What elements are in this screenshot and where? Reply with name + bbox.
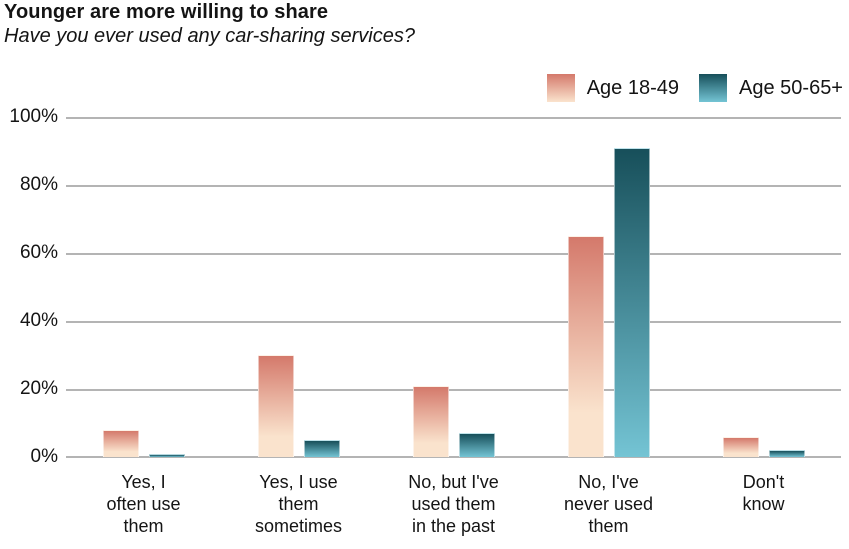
legend-item-age-50-65: Age 50-65+ [699, 74, 843, 102]
bar-age-50-65-dont-know [768, 450, 805, 457]
bar-group-never-used [531, 117, 686, 457]
bar-age-18-49-yes-sometimes [257, 355, 294, 457]
bar-age-18-49-never-used [567, 236, 604, 457]
bar-group-yes-often [66, 117, 221, 457]
x-label-used-in-past: No, but I've used them in the past [408, 472, 499, 536]
gridline-40 [66, 321, 841, 323]
legend-label-age-50-65: Age 50-65+ [739, 76, 843, 99]
legend-swatch-age-50-65-icon [699, 74, 728, 102]
x-axis-category-labels: Yes, I often use them Yes, I use them so… [66, 471, 841, 537]
gridline-20 [66, 389, 841, 391]
bar-group-dont-know [686, 117, 841, 457]
x-label-dont-know: Don't know [742, 472, 785, 514]
y-tick-60: 60% [19, 242, 58, 263]
bar-group-used-in-past [376, 117, 531, 457]
bar-series [66, 117, 841, 457]
gridline-100 [66, 117, 841, 119]
legend-item-age-18-49: Age 18-49 [546, 74, 680, 102]
gridline-0 [66, 456, 841, 458]
legend-label-age-18-49: Age 18-49 [586, 76, 680, 99]
x-label-yes-sometimes: Yes, I use them sometimes [254, 472, 343, 536]
bar-age-50-65-yes-often [148, 453, 185, 457]
bar-age-50-65-never-used [613, 147, 650, 457]
bar-age-18-49-dont-know [722, 436, 759, 457]
plot-area [66, 117, 841, 458]
gridline-60 [66, 253, 841, 255]
bar-age-18-49-yes-often [102, 429, 139, 457]
y-tick-0: 0% [30, 446, 58, 467]
bar-age-50-65-yes-sometimes [303, 440, 340, 457]
y-tick-40: 40% [19, 310, 58, 331]
legend-swatch-age-18-49-icon [546, 74, 575, 102]
bar-age-18-49-used-in-past [412, 385, 449, 457]
chart-title: Younger are more willing to share [4, 1, 329, 23]
x-label-yes-often: Yes, I often use them [106, 472, 181, 536]
bar-group-yes-sometimes [221, 117, 376, 457]
gridline-80 [66, 185, 841, 187]
y-axis-tick-labels: 100% 80% 60% 40% 20% 0% [0, 106, 58, 467]
y-tick-20: 20% [19, 378, 58, 399]
bar-age-50-65-used-in-past [458, 433, 495, 457]
y-tick-80: 80% [19, 174, 58, 195]
chart-subtitle: Have you ever used any car-sharing servi… [4, 25, 415, 47]
x-label-never-used: No, I've never used them [563, 472, 654, 536]
y-tick-100: 100% [9, 106, 58, 127]
legend: Age 18-49 Age 50-65+ [546, 74, 843, 102]
